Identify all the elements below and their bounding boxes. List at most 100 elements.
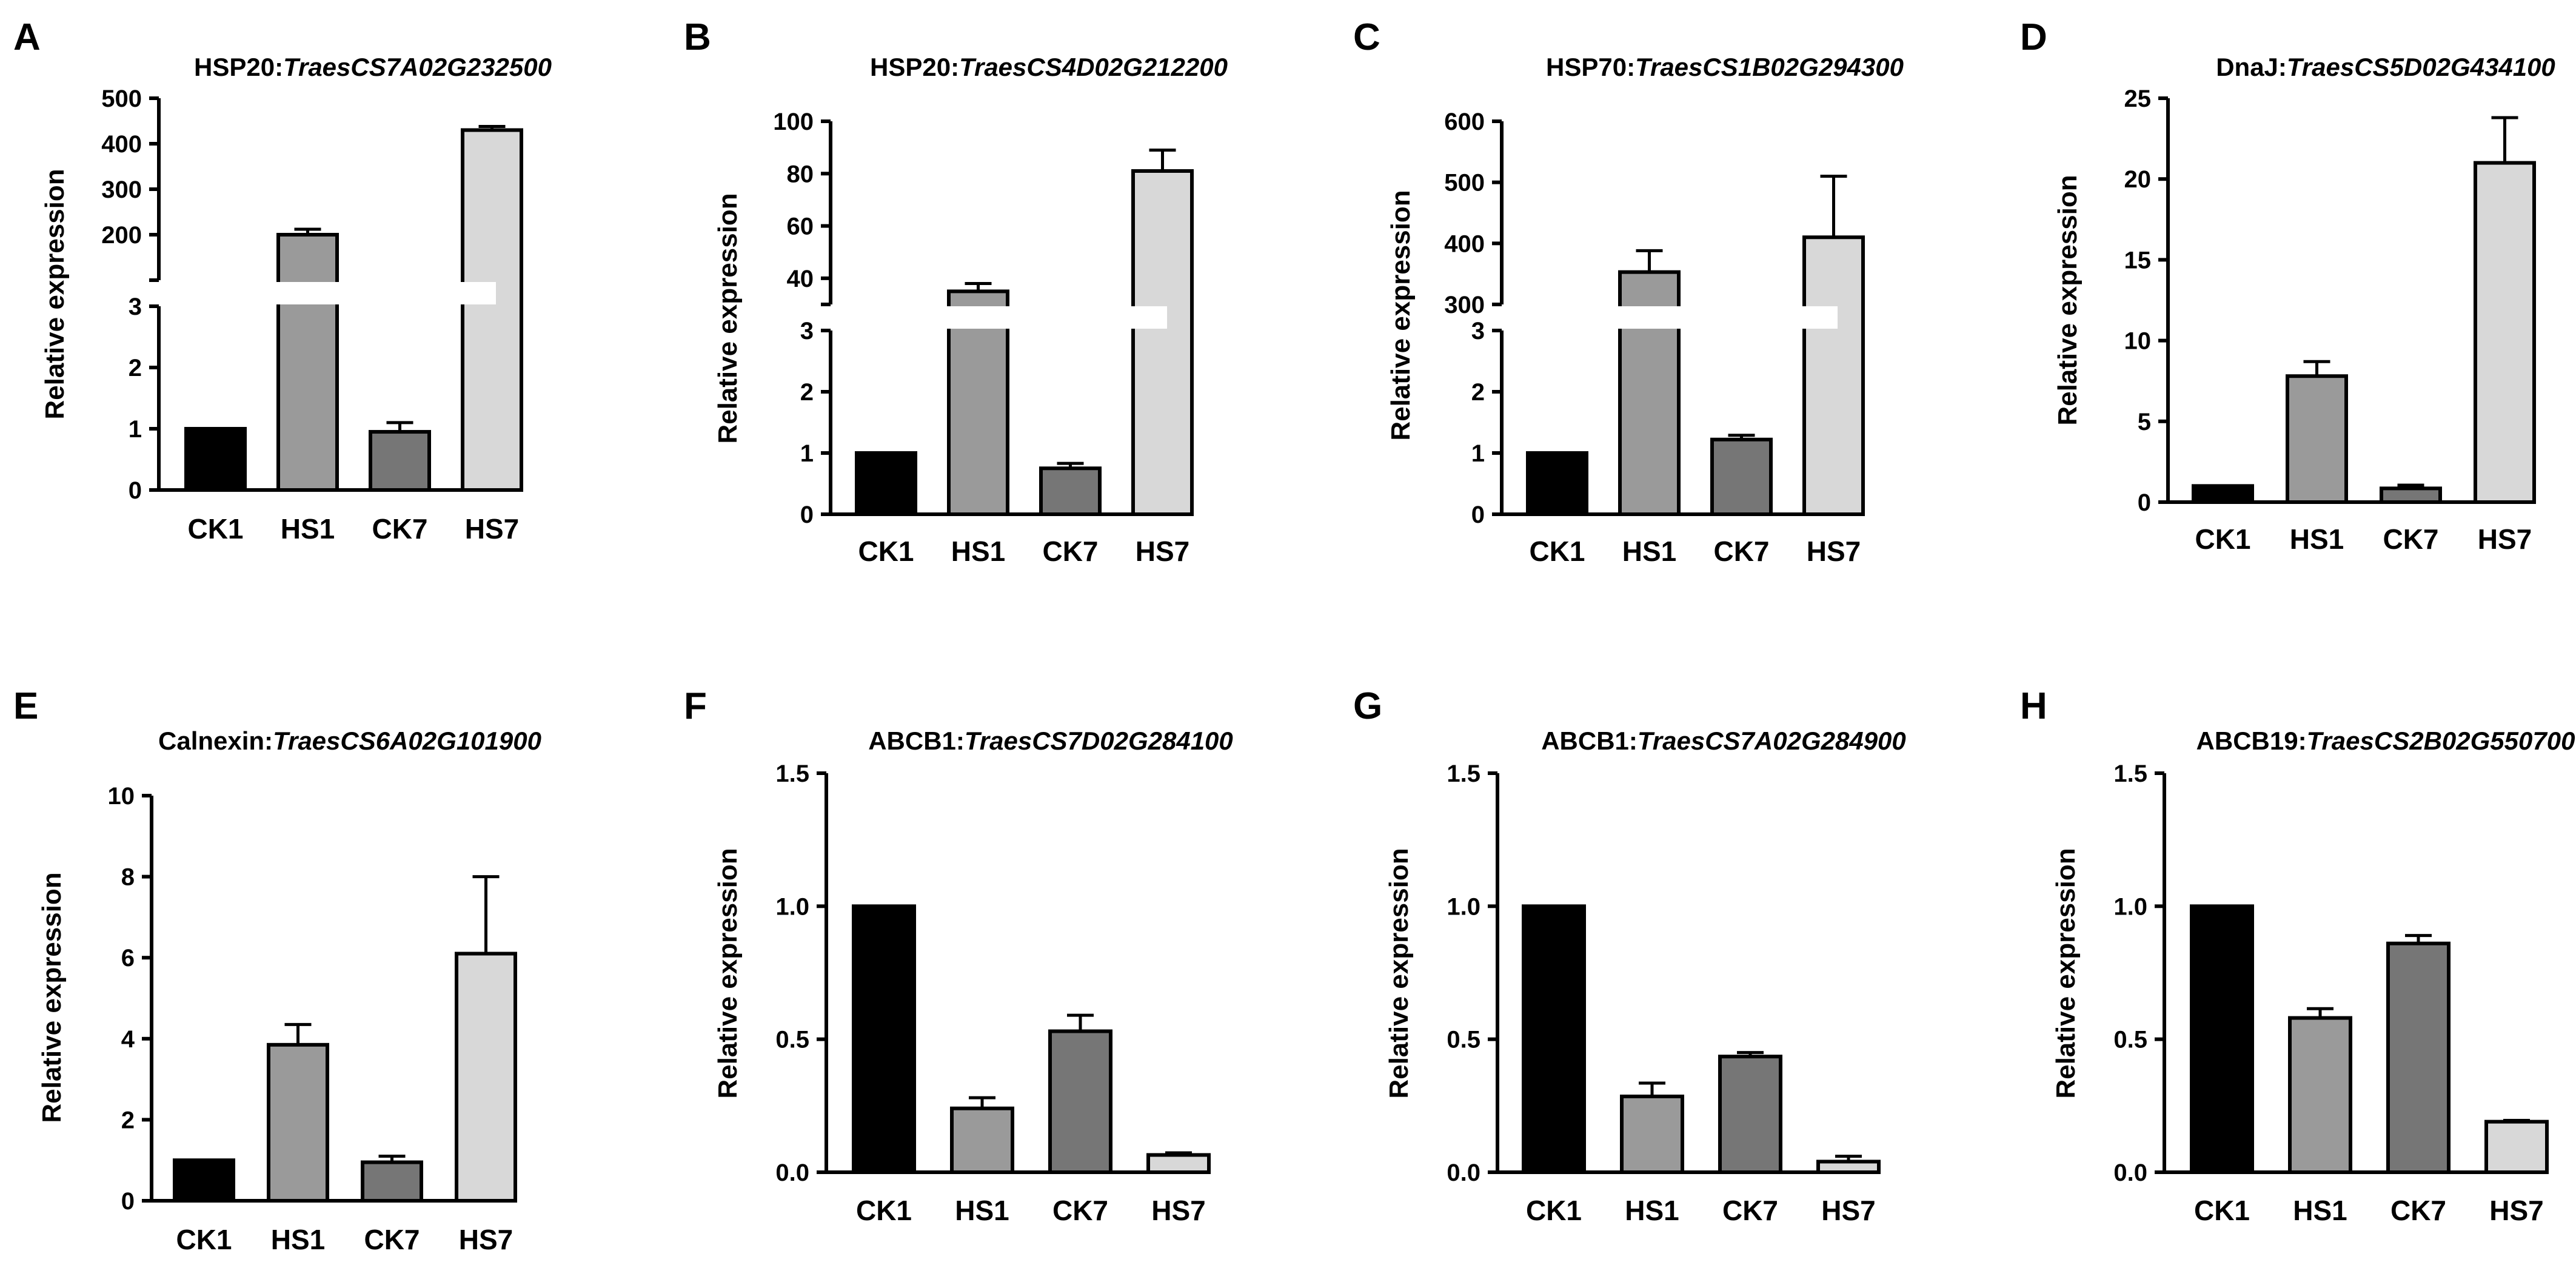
panel-letter: B	[684, 16, 711, 58]
y-tick-label: 1.0	[2113, 893, 2147, 920]
x-category-label: CK1	[176, 1224, 232, 1255]
y-axis-label: Relative expression	[37, 872, 67, 1123]
y-tick-label: 10	[108, 783, 135, 810]
y-tick-label: 1.0	[775, 893, 809, 920]
y-tick-label: 20	[2124, 166, 2152, 193]
bar-ck1	[184, 427, 247, 492]
x-category-label: HS1	[1622, 535, 1676, 567]
y-tick-label: 4	[121, 1026, 135, 1053]
bar-ck7	[2386, 941, 2451, 1175]
x-category-label: CK1	[1526, 1195, 1582, 1226]
x-category-label: HS7	[459, 1224, 513, 1255]
error-bar-hs1	[294, 227, 321, 235]
y-tick-label: 100	[773, 109, 814, 135]
bar-hs1	[276, 233, 339, 492]
y-axis-label: Relative expression	[713, 193, 743, 443]
title-gene: TraesCS4D02G212200	[959, 53, 1228, 81]
bar-ck7	[361, 1160, 423, 1203]
x-category-label: HS7	[1821, 1195, 1875, 1226]
bar-ck1	[852, 904, 916, 1175]
y-tick-label: 2	[800, 379, 814, 406]
title-prefix: Calnexin:	[158, 727, 273, 755]
y-tick-label: 80	[787, 161, 814, 187]
y-tick-label: 25	[2124, 86, 2152, 112]
title-prefix: HSP70:	[1546, 53, 1635, 81]
x-category-label: CK1	[187, 513, 243, 545]
x-category-label: HS1	[2290, 523, 2344, 555]
error-bar-ck7	[1067, 1013, 1094, 1032]
x-category-label: CK1	[856, 1195, 912, 1226]
error-bar-hs7	[1820, 175, 1847, 238]
error-bar-hs7	[472, 875, 500, 954]
title-gene: TraesCS1B02G294300	[1635, 53, 1904, 81]
panel-letter: D	[2020, 16, 2047, 58]
error-bar-hs1	[2303, 360, 2330, 377]
bar-ck1	[855, 451, 917, 516]
y-axis-label: Relative expression	[713, 848, 743, 1098]
y-tick-label: 0	[1471, 502, 1485, 528]
x-category-label: HS1	[281, 513, 335, 545]
chart-title: HSP20:TraesCS7A02G232500	[194, 53, 552, 81]
y-tick-label: 40	[787, 266, 814, 292]
title-prefix: DnaJ:	[2216, 53, 2287, 81]
y-tick-label: 600	[1444, 109, 1485, 135]
y-tick-label: 0.5	[1447, 1027, 1480, 1053]
y-tick-label: 200	[101, 222, 142, 249]
x-category-label: CK1	[2194, 1195, 2250, 1226]
y-tick-label: 0.0	[775, 1160, 809, 1186]
y-tick-label: 300	[101, 176, 142, 203]
bar-ck7	[2380, 486, 2442, 505]
y-axis-label: Relative expression	[2051, 848, 2081, 1098]
y-tick-label: 400	[1444, 230, 1485, 257]
y-tick-label: 0	[800, 502, 814, 528]
y-tick-label: 1.5	[775, 760, 809, 787]
x-category-label: HS7	[1807, 535, 1861, 567]
chart-title: ABCB1:TraesCS7A02G284900	[1541, 727, 1906, 755]
y-tick-label: 0.0	[2113, 1160, 2147, 1186]
bar-ck7	[1039, 466, 1102, 516]
error-bar-hs7	[1835, 1155, 1862, 1162]
bar-ck7	[369, 430, 431, 492]
error-bar-hs7	[1149, 148, 1176, 171]
bar-hs7	[1131, 169, 1194, 516]
y-tick-label: 0	[2138, 489, 2151, 516]
x-category-label: HS1	[271, 1224, 325, 1255]
panel-letter: C	[1353, 16, 1380, 58]
y-tick-label: 6	[121, 945, 135, 972]
y-tick-label: 500	[1444, 170, 1485, 196]
y-tick-label: 0	[129, 477, 142, 504]
chart-panel-c: C HSP70:TraesCS1B02G294300 Relative expres…	[1353, 16, 1904, 567]
title-gene: TraesCS7A02G284900	[1638, 727, 1906, 755]
y-tick-label: 1	[129, 416, 142, 443]
error-bar-hs1	[965, 281, 992, 292]
y-tick-label: 3	[1471, 318, 1485, 344]
panel-letter: A	[13, 16, 41, 58]
bar-hs1	[2286, 374, 2348, 505]
bar-hs1	[2288, 1016, 2352, 1175]
bar-hs1	[950, 1106, 1014, 1174]
chart-panel-a: A HSP20:TraesCS7A02G232500 Relative expres…	[13, 16, 552, 545]
y-tick-label: 15	[2124, 247, 2152, 274]
bar-ck1	[1522, 904, 1586, 1175]
error-bar-ck7	[1737, 1051, 1764, 1057]
error-bar-hs1	[284, 1022, 312, 1045]
y-tick-label: 1.5	[2113, 760, 2147, 787]
error-bar-ck7	[1057, 462, 1084, 469]
bar-ck7	[1048, 1029, 1112, 1175]
axis-break-gap	[1484, 306, 1838, 329]
title-gene: TraesCS5D02G434100	[2287, 53, 2555, 81]
title-gene: TraesCS7A02G232500	[283, 53, 552, 81]
x-category-label: CK7	[2390, 1195, 2446, 1226]
y-tick-label: 400	[101, 131, 142, 158]
y-axis-label: Relative expression	[1384, 848, 1414, 1098]
chart-title: Calnexin:TraesCS6A02G101900	[158, 727, 541, 755]
x-category-label: CK7	[1722, 1195, 1778, 1226]
title-prefix: ABCB1:	[868, 727, 965, 755]
title-prefix: ABCB1:	[1541, 727, 1638, 755]
title-prefix: ABCB19:	[2196, 727, 2307, 755]
bar-ck1	[2190, 904, 2254, 1175]
y-tick-label: 0	[121, 1188, 135, 1215]
bar-hs7	[1802, 235, 1865, 516]
chart-title: DnaJ:TraesCS5D02G434100	[2216, 53, 2555, 81]
